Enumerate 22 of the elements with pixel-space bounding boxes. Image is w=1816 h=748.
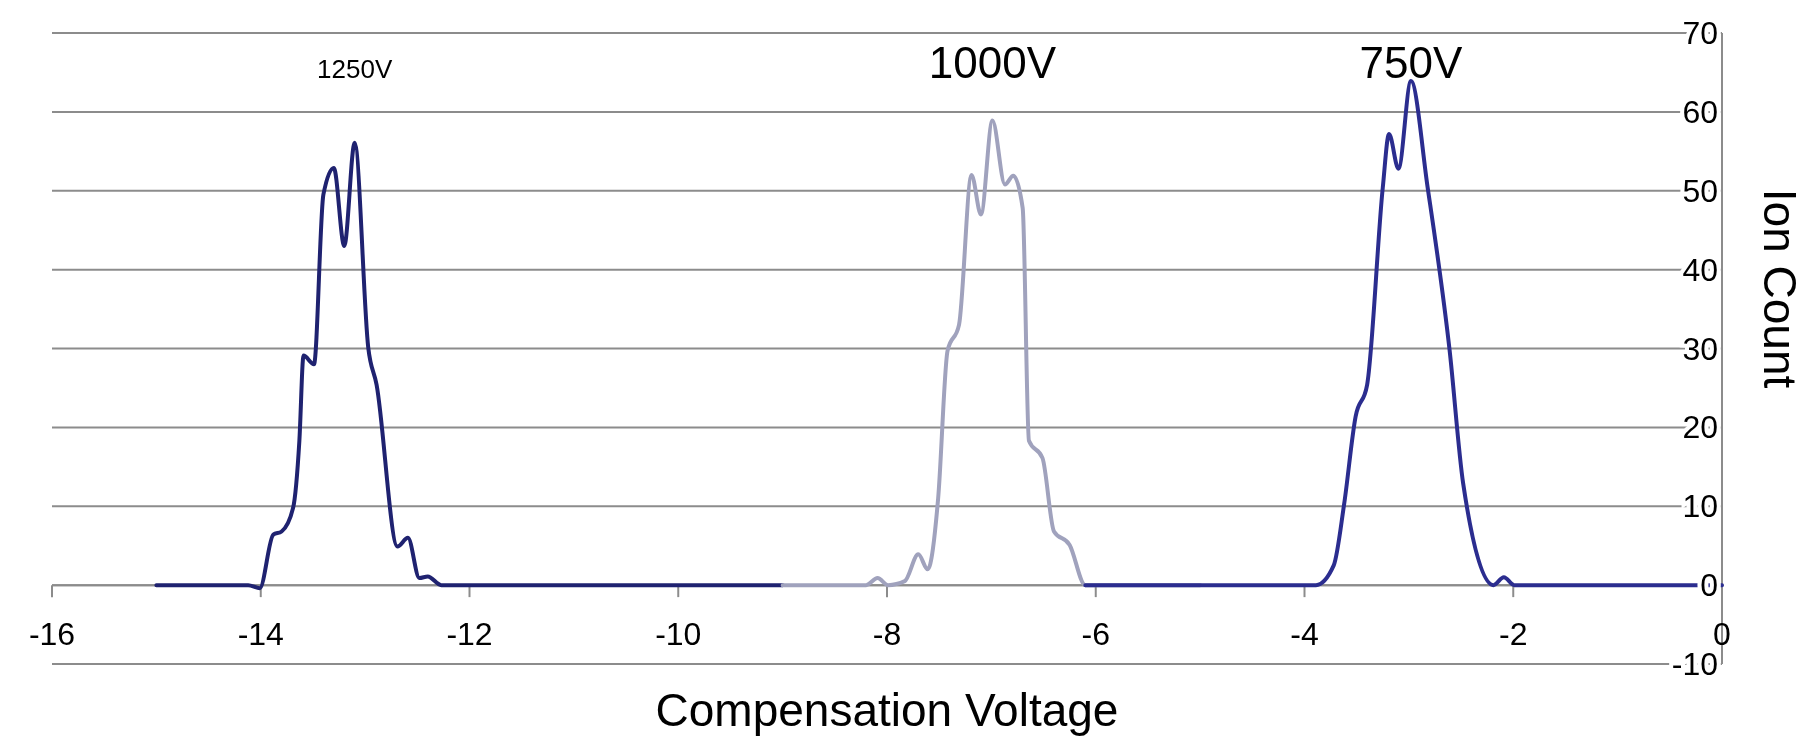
y-tick-label: -10	[1671, 646, 1718, 682]
x-tick-label: -14	[237, 616, 284, 653]
x-tick-label: -6	[1081, 616, 1110, 653]
x-tick-label: -8	[872, 616, 902, 653]
y-tick-label: 20	[1682, 409, 1718, 446]
x-tick-label: -12	[446, 616, 493, 653]
y-tick-label: 70	[1682, 15, 1718, 51]
line-series	[154, 140, 785, 591]
text: 1250V	[317, 54, 393, 84]
series-label: 1000V	[928, 38, 1057, 87]
y-tick-label: 40	[1682, 251, 1718, 288]
x-tick-label: -16	[28, 616, 76, 653]
series-label: 750V	[1359, 38, 1463, 87]
x-axis-title: Compensation Voltage	[655, 684, 1119, 736]
y-tick-label: 10	[1682, 488, 1718, 525]
y-tick-label: 50	[1682, 172, 1718, 209]
y-tick-label: 30	[1682, 330, 1718, 367]
x-tick-label: -2	[1499, 616, 1528, 653]
y-tick-label: 60	[1682, 93, 1718, 130]
y-axis-title: Ion Count	[1754, 188, 1806, 389]
x-tick-label: -10	[655, 616, 702, 653]
x-tick-label: -4	[1290, 616, 1319, 653]
